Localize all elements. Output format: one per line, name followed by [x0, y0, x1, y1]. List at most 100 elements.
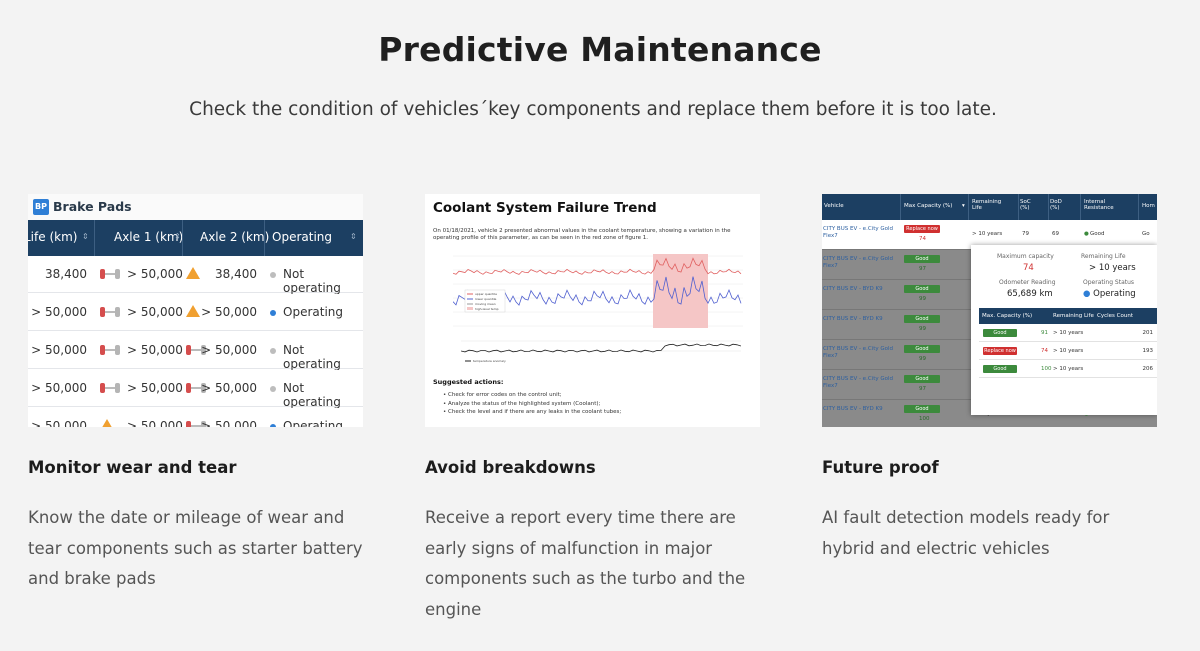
battery-table-header: Vehicle Max Capacity (%) ▾ Remaining Lif… [822, 194, 1157, 220]
feature-desc-future: AI fault detection models ready for hybr… [822, 508, 1110, 558]
status-dot-icon [270, 348, 276, 354]
status-dot-icon [270, 386, 276, 392]
col-axle2[interactable]: Axle 2 (km) [200, 230, 270, 244]
wear-bar-icon [186, 345, 206, 355]
popup-col-cycles[interactable]: Cycles Count [1097, 313, 1133, 319]
col-max-capacity[interactable]: Max Capacity (%) [904, 203, 953, 209]
operating-cell: Operating [283, 419, 343, 427]
life-cell: 38,400 [45, 267, 87, 281]
wear-bar-grey [115, 345, 120, 355]
wear-bar-red [100, 269, 105, 279]
popup-col-capacity[interactable]: Max. Capacity (%) [982, 313, 1033, 319]
remaining-cell: > 10 years [1053, 348, 1084, 354]
legend-high: high-level temp [475, 307, 499, 311]
upper-quantile-line [453, 257, 742, 275]
wear-bar-line [105, 387, 115, 389]
wear-bar-line [105, 273, 115, 275]
wear-bar-line [105, 311, 115, 313]
brake-pads-screenshot: BP Brake Pads Life (km) ⇕ Axle 1 (km) ⇕ … [28, 194, 363, 427]
sort-icon[interactable]: ⇕ [174, 232, 181, 241]
wear-bar-icon [100, 345, 120, 355]
col-operating[interactable]: Operating [272, 230, 332, 244]
action-item: Analyze the status of the highlighted sy… [443, 400, 753, 409]
vehicle-link[interactable]: CITY BUS EV - BYD K9 [823, 406, 883, 412]
table-row[interactable]: 38,400 > 50,000 38,400 Not operating [28, 256, 363, 295]
coolant-report-title: Coolant System Failure Trend [433, 200, 657, 216]
wear-bar-line [105, 349, 115, 351]
status-dot-icon [270, 310, 276, 316]
popup-table-header: Max. Capacity (%) Remaining Life Cycles … [979, 308, 1157, 324]
col-remaining-life[interactable]: Remaining Life [972, 199, 1002, 211]
vehicle-detail-popup: Maximum capacity 74 Remaining Life > 10 … [971, 245, 1157, 415]
action-item: Check for error codes on the control uni… [443, 391, 753, 400]
table-row[interactable]: > 50,000 > 50,000 > 50,000 Operating [28, 408, 363, 427]
vehicle-link[interactable]: CITY BUS EV - BYD K9 [823, 316, 883, 322]
legend-lower: lower quantile [475, 297, 497, 301]
popup-table-row[interactable]: Good 91 > 10 years 201 [979, 324, 1157, 342]
col-axle1[interactable]: Axle 1 (km) [114, 230, 184, 244]
wear-bar-red [186, 345, 191, 355]
capacity-value: 91 [1041, 330, 1048, 336]
col-soc[interactable]: SoC (%) [1020, 199, 1031, 211]
brake-pads-badge: BP [33, 199, 49, 215]
table-row[interactable]: > 50,000 > 50,000 > 50,000 Not operating [28, 370, 363, 409]
sort-icon[interactable]: ⇕ [82, 232, 89, 241]
capacity-value: 99 [919, 356, 926, 362]
operating-status-value: Operating [1093, 289, 1136, 299]
dod-cell: 69 [1052, 231, 1059, 237]
popup-table-row[interactable]: Replace now 74 > 10 years 193 [979, 342, 1157, 360]
sort-icon[interactable]: ⇕ [350, 232, 357, 241]
wear-bar-grey [201, 383, 206, 393]
operating-cell: Not operating [283, 343, 341, 371]
soc-cell: 79 [1022, 231, 1029, 237]
feature-title-wear: Monitor wear and tear [28, 458, 237, 477]
wear-bar-red [100, 383, 105, 393]
temperature-anomaly-chart: temperature anomaly [461, 340, 741, 363]
col-dod[interactable]: DoD (%) [1050, 199, 1062, 211]
coolant-report-paragraph: On 01/18/2021, vehicle 2 presented abnor… [433, 228, 731, 241]
table-row[interactable]: > 50,000 > 50,000 > 50,000 Operating [28, 294, 363, 331]
remaining-cell: > 10 years [972, 231, 1003, 237]
life-cell: > 50,000 [31, 419, 87, 427]
life-cell: > 50,000 [31, 343, 87, 357]
wear-bar-grey [201, 345, 206, 355]
max-capacity-value: 74 [1023, 263, 1034, 273]
col-divider [94, 220, 95, 256]
capacity-value: 99 [919, 296, 926, 302]
vehicle-link[interactable]: CITY BUS EV - e.City Gold Flex7 [823, 346, 893, 359]
col-resistance[interactable]: Internal Resistance [1084, 199, 1114, 211]
status-badge: Good [983, 329, 1017, 337]
wear-bar-icon [186, 421, 206, 427]
odometer-value: 65,689 km [1007, 289, 1053, 299]
status-badge: Good [904, 405, 940, 413]
remaining-cell: > 10 years [1053, 330, 1084, 336]
coolant-temperature-chart: upper quantile lower quantile moving mea… [453, 254, 743, 328]
vehicle-link[interactable]: CITY BUS EV - BYD K9 [823, 286, 883, 292]
axle2-cell: 38,400 [215, 267, 257, 281]
popup-table-row[interactable]: Good 100 > 10 years 206 [979, 360, 1157, 378]
table-row[interactable]: > 50,000 > 50,000 > 50,000 Not operating [28, 332, 363, 371]
feature-title-future: Future proof [822, 458, 939, 477]
feature-desc-wear: Know the date or mileage of wear and tea… [28, 508, 363, 588]
col-hom[interactable]: Hom [1142, 203, 1155, 209]
axle2-cell: > 50,000 [201, 305, 257, 319]
legend-mean: moving mean [475, 302, 496, 306]
capacity-value: 74 [1041, 348, 1048, 354]
col-vehicle[interactable]: Vehicle [824, 203, 844, 209]
status-badge: Good [904, 285, 940, 293]
capacity-value: 100 [1041, 366, 1052, 372]
vehicle-link[interactable]: CITY BUS EV - e.City Gold Flex7 [823, 226, 893, 239]
page-subtitle: Check the condition of vehicles´key comp… [189, 99, 997, 120]
operating-cell: Not operating [283, 381, 341, 409]
vehicle-link[interactable]: CITY BUS EV - e.City Gold Flex7 [823, 376, 893, 389]
popup-col-remaining[interactable]: Remaining Life [1053, 313, 1094, 319]
col-life[interactable]: Life (km) [28, 230, 78, 244]
vehicle-link[interactable]: CITY BUS EV - e.City Gold Flex7 [823, 256, 893, 269]
col-divider [182, 220, 183, 256]
sort-icon[interactable]: ▾ [962, 203, 965, 209]
axle1-cell: > 50,000 [127, 305, 183, 319]
wear-bar-red [100, 345, 105, 355]
status-badge: Good [904, 345, 940, 353]
axle1-cell: > 50,000 [127, 419, 183, 427]
operating-status: ● Operating [1083, 289, 1136, 299]
